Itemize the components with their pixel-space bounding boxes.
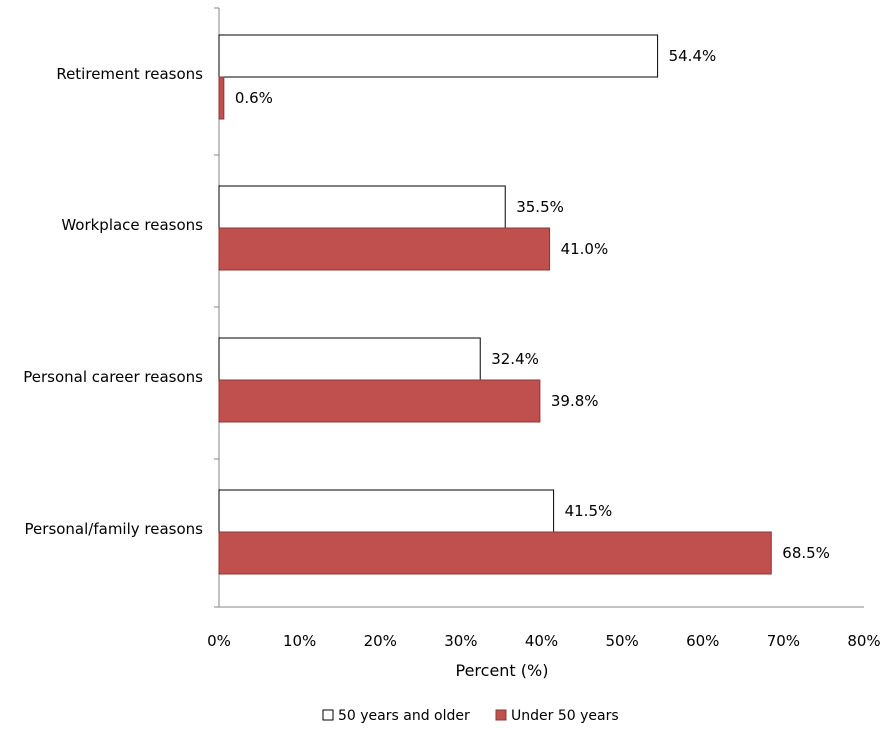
x-tick-label: 70% bbox=[767, 632, 800, 650]
x-tick-label: 20% bbox=[364, 632, 397, 650]
data-label: 68.5% bbox=[782, 544, 830, 562]
bar-under-50 bbox=[218, 76, 225, 120]
data-label: 41.0% bbox=[561, 240, 609, 258]
data-label: 35.5% bbox=[516, 198, 564, 216]
legend: 50 years and older Under 50 years bbox=[322, 708, 619, 724]
bar-under-50 bbox=[218, 531, 772, 575]
x-tick-label: 60% bbox=[686, 632, 719, 650]
data-label: 41.5% bbox=[565, 502, 613, 520]
bar-50-and-older bbox=[218, 337, 481, 381]
bar-50-and-older bbox=[218, 185, 506, 229]
category-label: Retirement reasons bbox=[56, 65, 203, 83]
category-label: Personal/family reasons bbox=[25, 520, 204, 538]
bar-50-and-older bbox=[218, 489, 555, 533]
bars bbox=[218, 34, 772, 575]
data-label: 54.4% bbox=[669, 47, 717, 65]
data-label: 32.4% bbox=[491, 350, 539, 368]
x-tick-label: 80% bbox=[847, 632, 880, 650]
bar-50-and-older bbox=[218, 34, 659, 78]
x-tick-label: 50% bbox=[605, 632, 638, 650]
legend-swatch-50-and-older bbox=[322, 709, 334, 721]
x-tick-label: 0% bbox=[207, 632, 231, 650]
x-tick-label: 30% bbox=[444, 632, 477, 650]
data-labels: 54.4% 35.5% 32.4% 41.5% 0.6% 41.0% 39.8% 68.5% bbox=[235, 47, 830, 562]
category-label: Workplace reasons bbox=[61, 216, 203, 234]
category-label: Personal career reasons bbox=[23, 368, 203, 386]
data-label: 0.6% bbox=[235, 89, 273, 107]
bar-under-50 bbox=[218, 227, 551, 271]
legend-label: Under 50 years bbox=[511, 708, 619, 724]
x-tick-label: 40% bbox=[525, 632, 558, 650]
data-label: 39.8% bbox=[551, 392, 599, 410]
category-labels: Retirement reasons Workplace reasons Perso… bbox=[23, 65, 203, 538]
y-axis bbox=[214, 7, 220, 608]
tick-labels: 0% 10% 20% 30% 40% 50% 60% 70% 80% bbox=[207, 632, 881, 650]
legend-swatch-under-50 bbox=[495, 709, 507, 721]
x-axis-title: Percent (%) bbox=[456, 661, 549, 680]
x-tick-label: 10% bbox=[283, 632, 316, 650]
bar-under-50 bbox=[218, 379, 541, 423]
legend-label: 50 years and older bbox=[338, 708, 470, 724]
